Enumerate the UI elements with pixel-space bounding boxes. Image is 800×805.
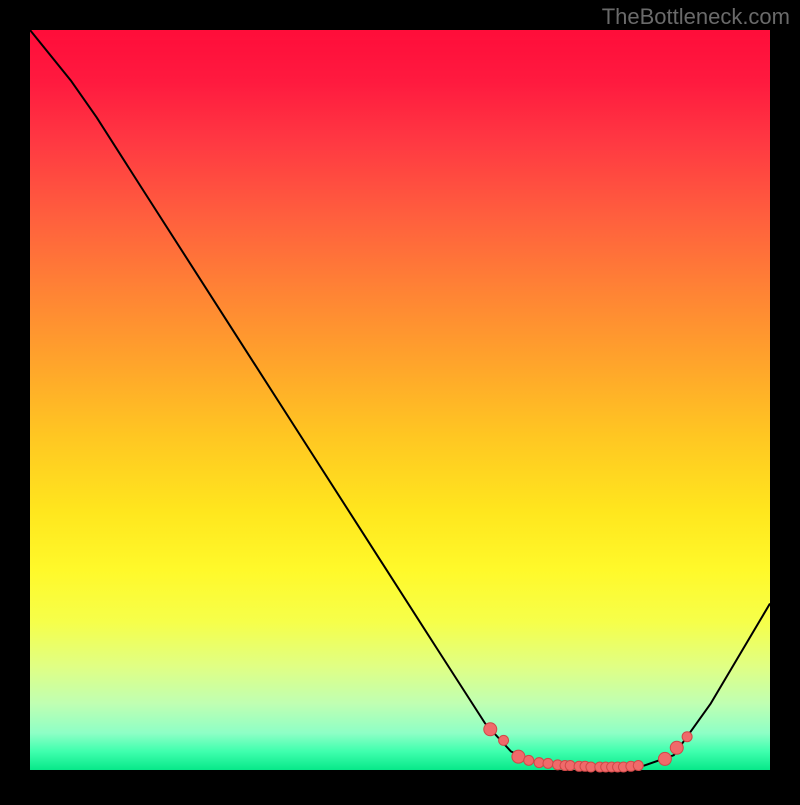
data-marker <box>633 761 643 771</box>
data-marker <box>499 735 509 745</box>
data-marker <box>512 750 525 763</box>
bottleneck-chart <box>0 0 800 800</box>
data-marker <box>543 758 553 768</box>
watermark-text: TheBottleneck.com <box>602 4 790 30</box>
data-marker <box>682 732 692 742</box>
plot-background-gradient <box>30 30 770 770</box>
data-marker <box>524 755 534 765</box>
data-marker <box>670 741 683 754</box>
data-marker <box>658 752 671 765</box>
data-marker <box>484 723 497 736</box>
chart-container <box>0 0 800 800</box>
